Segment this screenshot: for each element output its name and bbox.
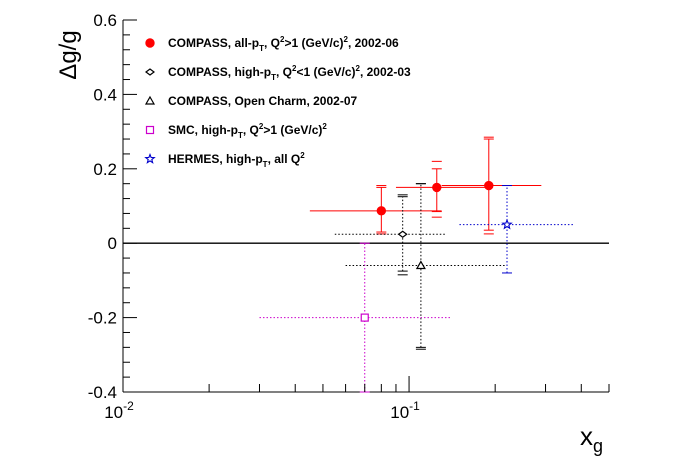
legend-label-part: 2 bbox=[292, 64, 297, 73]
legend-label-part: 2 bbox=[356, 64, 361, 73]
data-point bbox=[484, 180, 494, 191]
legend-label-part: COMPASS, Open Charm, 2002-07 bbox=[168, 94, 357, 108]
data-point bbox=[360, 313, 369, 322]
legend-item: COMPASS, all-pT, Q2>1 (GeV/c)2, 2002-06 bbox=[145, 35, 399, 53]
legend-marker bbox=[145, 125, 155, 135]
series-2 bbox=[334, 194, 447, 276]
legend-label-part: , Q bbox=[243, 123, 259, 137]
legend-item: HERMES, high-pT, all Q2 bbox=[144, 151, 305, 169]
legend-marker bbox=[144, 152, 156, 164]
legend-label-part: 2 bbox=[322, 122, 327, 131]
y-tick-label: 0.4 bbox=[93, 85, 117, 104]
legend-label-part: , Q bbox=[264, 36, 280, 50]
legend-label-part: , 2002-06 bbox=[348, 36, 399, 50]
legend-label-part: , 2002-03 bbox=[360, 65, 411, 79]
legend: COMPASS, all-pT, Q2>1 (GeV/c)2, 2002-06C… bbox=[144, 35, 411, 169]
legend-item: COMPASS, Open Charm, 2002-07 bbox=[144, 94, 357, 108]
y-tick-label: 0.6 bbox=[93, 11, 117, 30]
legend-label-part: T bbox=[271, 73, 276, 82]
legend-label-part: , Q bbox=[276, 65, 292, 79]
y-tick-label: -0.4 bbox=[88, 383, 117, 402]
legend-label-part: 2 bbox=[280, 35, 285, 44]
legend-label-part: SMC, high-p bbox=[168, 123, 238, 137]
legend-label-part: , all Q bbox=[268, 152, 301, 166]
x-tick-label-base: 10 bbox=[104, 403, 123, 422]
legend-label-part: T bbox=[259, 44, 264, 53]
y-tick-label: 0 bbox=[108, 234, 117, 253]
x-axis-title-main: x bbox=[580, 421, 593, 451]
legend-label-part: 2 bbox=[259, 122, 264, 131]
legend-marker bbox=[145, 38, 155, 48]
x-tick-label: 10-2 bbox=[104, 399, 134, 422]
x-tick-label-exponent: -1 bbox=[409, 399, 420, 413]
legend-label-part: <1 (GeV/c) bbox=[296, 65, 355, 79]
series-4 bbox=[259, 242, 451, 393]
legend-label-part: T bbox=[238, 131, 243, 140]
legend-label: COMPASS, all-pT, Q2>1 (GeV/c)2, 2002-06 bbox=[168, 35, 399, 53]
y-tick-label: -0.2 bbox=[88, 309, 117, 328]
series-3 bbox=[345, 183, 508, 350]
data-point bbox=[432, 182, 442, 193]
legend-label-part: >1 (GeV/c) bbox=[263, 123, 322, 137]
legend-item: COMPASS, high-pT, Q2<1 (GeV/c)2, 2002-03 bbox=[145, 64, 411, 82]
legend-marker bbox=[145, 68, 155, 76]
x-tick-label-base: 10 bbox=[390, 403, 409, 422]
data-point bbox=[376, 206, 387, 216]
legend-marker bbox=[144, 95, 156, 105]
series-1 bbox=[309, 136, 542, 235]
legend-label-part: >1 (GeV/c) bbox=[284, 36, 343, 50]
y-axis-title: Δg/g bbox=[55, 30, 82, 79]
y-tick-label: 0.2 bbox=[93, 160, 117, 179]
x-tick-label-exponent: -2 bbox=[123, 399, 134, 413]
legend-label: SMC, high-pT, Q2>1 (GeV/c)2 bbox=[168, 122, 327, 140]
legend-label-part: 2 bbox=[344, 35, 349, 44]
legend-label-part: 2 bbox=[300, 151, 305, 160]
legend-label: COMPASS, high-pT, Q2<1 (GeV/c)2, 2002-03 bbox=[168, 64, 411, 82]
axes-group: -0.4-0.200.20.40.610-2 10-1 bbox=[88, 11, 610, 422]
x-tick-label: 10-1 bbox=[390, 399, 420, 422]
x-axis-title: xg bbox=[580, 421, 603, 456]
data-point bbox=[415, 260, 426, 270]
legend-label-part: COMPASS, all-p bbox=[168, 36, 259, 50]
series-group bbox=[259, 136, 575, 393]
legend-label: COMPASS, Open Charm, 2002-07 bbox=[168, 94, 357, 108]
legend-label-part: T bbox=[263, 160, 268, 169]
legend-label-part: HERMES, high-p bbox=[168, 152, 263, 166]
legend-label-part: COMPASS, high-p bbox=[168, 65, 271, 79]
legend-label: HERMES, high-pT, all Q2 bbox=[168, 151, 305, 169]
x-axis-title-sub: g bbox=[593, 436, 603, 456]
legend-item: SMC, high-pT, Q2>1 (GeV/c)2 bbox=[145, 122, 327, 140]
series-5 bbox=[459, 185, 575, 274]
data-point bbox=[501, 218, 513, 230]
data-point bbox=[397, 230, 408, 239]
